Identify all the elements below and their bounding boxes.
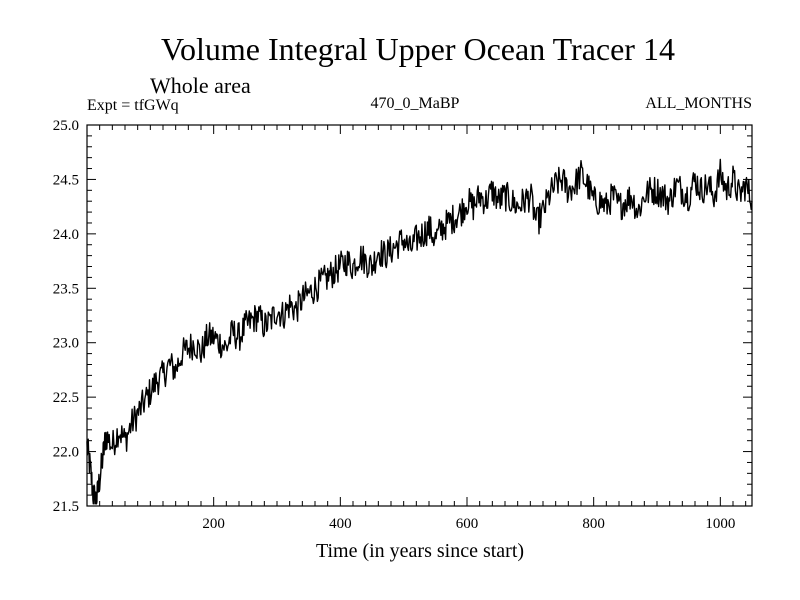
- y-tick-label: 23.0: [53, 336, 79, 352]
- y-tick-label: 21.5: [53, 499, 79, 515]
- x-tick-label: 1000: [705, 516, 735, 532]
- series-line: [86, 158, 753, 505]
- chart-subtitle: Whole area: [150, 73, 251, 98]
- center-label: 470_0_MaBP: [371, 95, 460, 112]
- x-axis-label: Time (in years since start): [316, 540, 524, 562]
- x-tick-label: 200: [202, 516, 225, 532]
- y-tick-label: 23.5: [53, 281, 79, 297]
- x-tick-label: 800: [582, 516, 605, 532]
- y-tick-label: 22.0: [53, 445, 79, 461]
- expt-label: Expt = tfGWq: [87, 97, 179, 114]
- plot-frame: [86, 124, 753, 507]
- x-tick-label: 400: [329, 516, 352, 532]
- right-label: ALL_MONTHS: [645, 95, 752, 112]
- y-tick-label: 24.5: [53, 172, 79, 188]
- y-tick-label: 24.0: [53, 227, 79, 243]
- y-tick-label: 22.5: [53, 390, 79, 406]
- plot-axes: 200 400 600 800 1000 21.5 22.0 22.5 23.0 23.5 24.0…: [53, 118, 753, 532]
- y-tick-label: 25.0: [53, 118, 79, 134]
- chart-title: Volume Integral Upper Ocean Tracer 14: [161, 31, 675, 67]
- x-tick-label: 600: [456, 516, 479, 532]
